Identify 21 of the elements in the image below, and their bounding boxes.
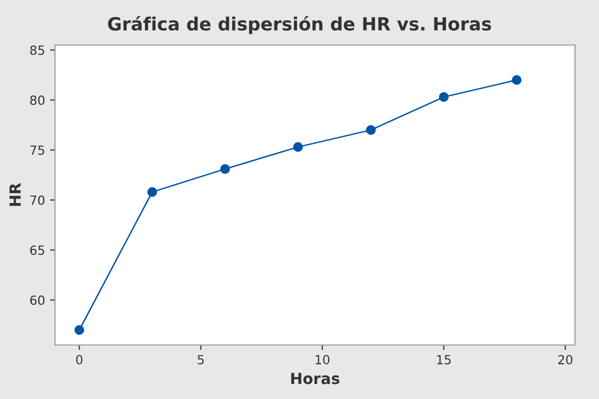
point — [512, 75, 522, 85]
y-tick-label: 70 — [30, 195, 44, 205]
point — [366, 125, 376, 135]
x-tick-label: 20 — [558, 354, 572, 364]
y-axis-title: HR — [10, 183, 21, 206]
y-tick-label: 80 — [30, 95, 44, 105]
y-tick-label: 60 — [30, 295, 44, 305]
point — [147, 187, 158, 197]
y-tick-label: 85 — [30, 45, 44, 55]
x-axis-title: Horas — [291, 372, 340, 384]
x-tick-label: 10 — [316, 354, 330, 364]
x-tick-label: 15 — [437, 355, 451, 364]
x-tick-label: 0 — [76, 354, 82, 364]
point — [293, 142, 303, 152]
point — [74, 325, 84, 335]
x-tick-label: 5 — [198, 355, 204, 364]
chart-title: Gráfica de dispersión de HR vs. Horas — [108, 16, 492, 34]
y-tick-label: 65 — [30, 245, 44, 255]
point — [220, 164, 230, 174]
point — [438, 92, 449, 102]
y-tick-label: 75 — [30, 146, 44, 155]
